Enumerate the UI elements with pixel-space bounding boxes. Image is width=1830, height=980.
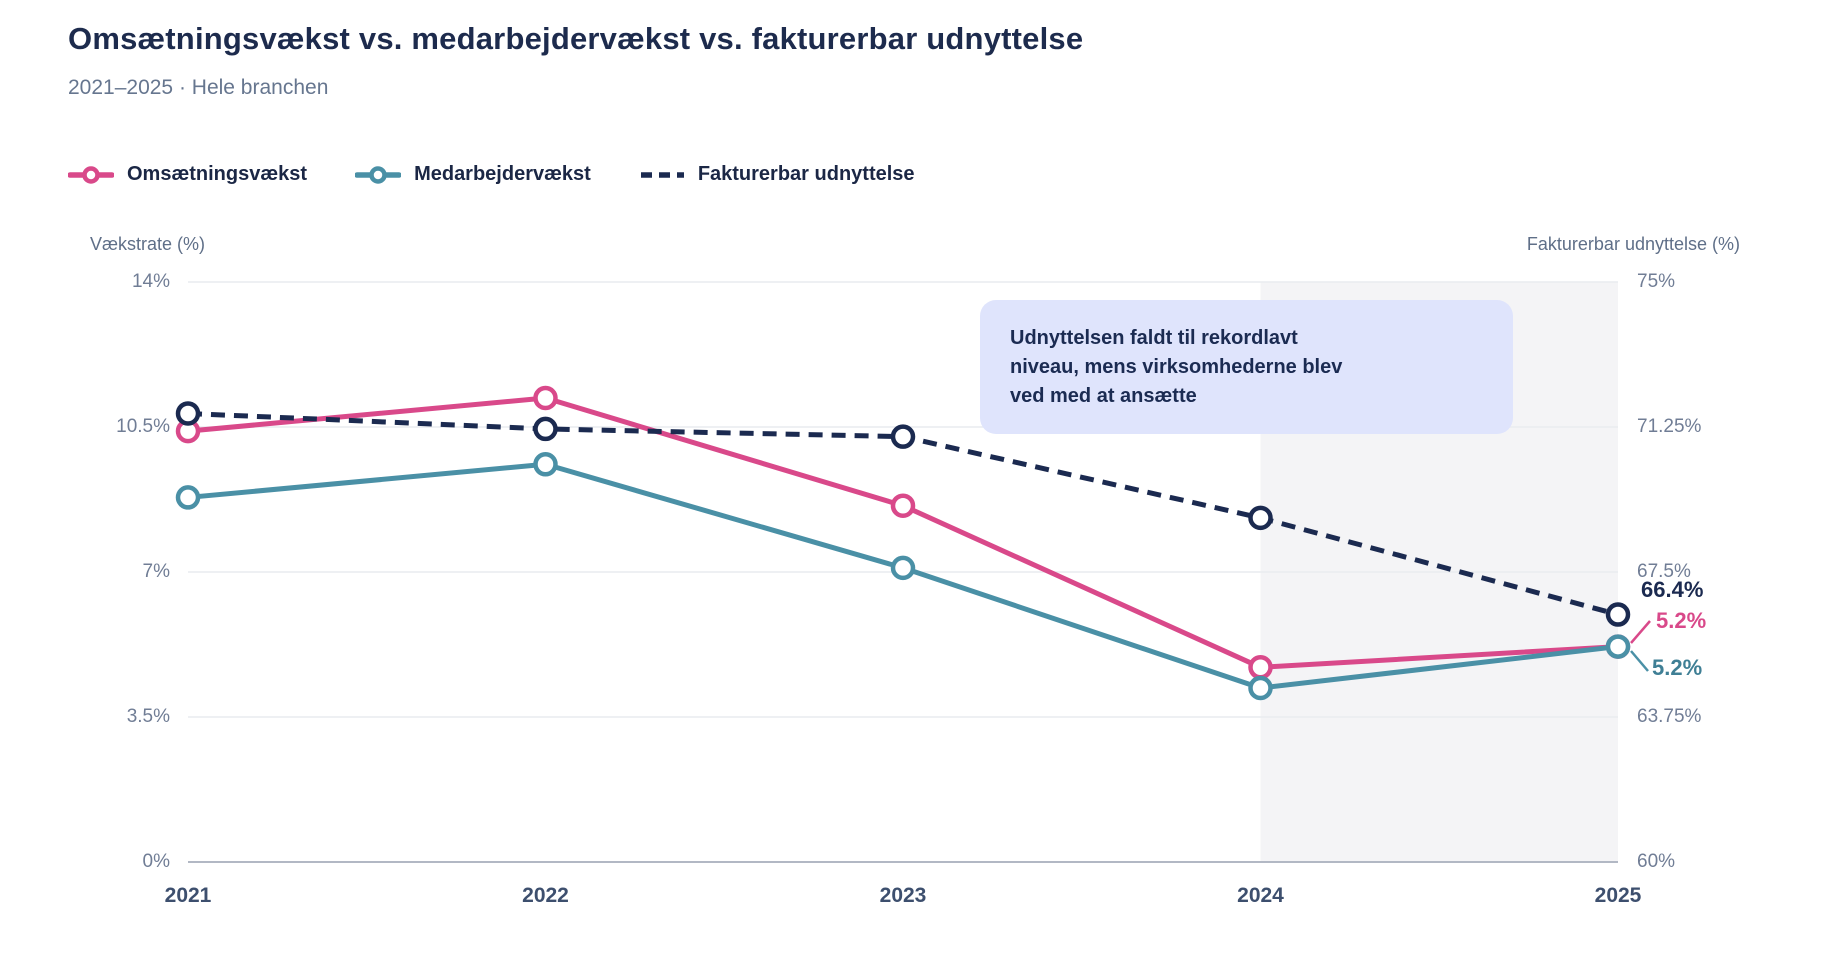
page-subtitle: 2021–2025 · Hele branchen (68, 76, 329, 99)
legend-marker-omsaetningsvaekst-line-circle-icon (68, 165, 114, 184)
end-label-medarbejdervaekst: 5.2% (1652, 655, 1703, 680)
data-point-fakturerbar-udnyttelse-2025 (1605, 602, 1631, 627)
annotation-callout: Udnyttelsen faldt til rekordlavt niveau,… (980, 300, 1513, 434)
right-tick-label: 60% (1637, 851, 1676, 872)
data-point-omsaetningsvaekst-2024 (1248, 655, 1273, 680)
data-point-omsaetningsvaekst-2022 (533, 385, 558, 411)
legend-label-medarbejdervaekst: Medarbejdervækst (414, 163, 591, 185)
end-label-omsaetningsvaekst: 5.2% (1656, 608, 1707, 633)
legend-marker-medarbejdervaekst-line-circle-icon (355, 165, 402, 184)
right-tick-label: 71.25% (1637, 416, 1702, 437)
leader-line-medarbejdervaekst (1630, 650, 1649, 672)
leader-line-omsaetningsvaekst (1630, 620, 1651, 644)
right-tick-label: 67.5% (1637, 561, 1691, 582)
left-axis-title: Vækstrate (%) (90, 234, 206, 254)
left-tick-label: 14% (131, 271, 170, 292)
data-point-fakturerbar-udnyttelse-2024 (1248, 505, 1273, 531)
annotation-text-line: Udnyttelsen faldt til rekordlavt (1010, 327, 1298, 349)
legend: Omsætningsvækst Medarbejdervækst Fakturerb… (68, 163, 915, 186)
end-label-fakturerbar-udnyttelse: 66.4% (1641, 577, 1704, 602)
legend-item-fakturerbar-udnyttelse: Fakturerbar udnyttelse (639, 163, 915, 186)
right-axis-title: Fakturerbar udnyttelse (%) (1526, 234, 1740, 254)
left-tick-label: 10.5% (116, 416, 170, 437)
data-point-fakturerbar-udnyttelse-2023 (890, 424, 916, 449)
legend-item-omsaetningsvaekst: Omsætningsvækst (68, 163, 307, 186)
data-point-fakturerbar-udnyttelse-2022 (533, 416, 558, 442)
year-label-2025: 2025 (1594, 884, 1642, 907)
year-label-2022: 2022 (522, 884, 569, 907)
legend-item-medarbejdervaekst: Medarbejdervækst (355, 163, 591, 186)
annotation-text-line: ved med at ansætte (1010, 385, 1197, 407)
legend-label-fakturerbar-udnyttelse: Fakturerbar udnyttelse (697, 163, 915, 185)
data-point-medarbejdervaekst-2024 (1248, 675, 1273, 701)
year-label-2021: 2021 (164, 884, 212, 907)
data-point-medarbejdervaekst-2023 (890, 555, 916, 581)
left-tick-label: 0% (142, 851, 170, 872)
year-label-2024: 2024 (1237, 884, 1284, 907)
legend-marker-fakturerbar-udnyttelse-dashed-line-icon (639, 166, 685, 184)
data-point-medarbejdervaekst-2021 (175, 485, 201, 510)
right-tick-label: 75% (1637, 271, 1676, 292)
legend-label-omsaetningsvaekst: Omsætningsvækst (127, 163, 308, 185)
data-point-omsaetningsvaekst-2023 (890, 493, 916, 518)
right-tick-label: 63.75% (1637, 706, 1702, 727)
left-tick-label: 3.5% (126, 706, 170, 727)
annotation-text-line: niveau, mens virksomhederne blev (1010, 356, 1343, 378)
page-title: Omsætningsvækst vs. medarbejdervækst vs.… (68, 21, 1084, 56)
data-point-medarbejdervaekst-2022 (533, 452, 558, 477)
data-point-fakturerbar-udnyttelse-2021 (175, 401, 201, 426)
year-label-2023: 2023 (879, 884, 927, 907)
data-point-medarbejdervaekst-2025 (1605, 634, 1631, 659)
left-tick-label: 7% (142, 561, 170, 582)
